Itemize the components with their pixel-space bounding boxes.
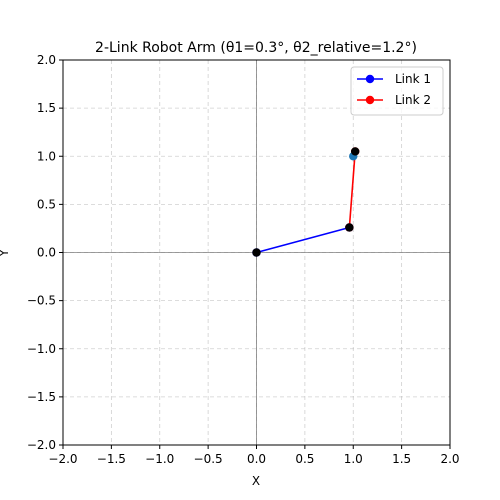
y-tick-label: −0.5 [27, 294, 56, 308]
y-tick-label: −1.5 [27, 390, 56, 404]
y-tick-label: 0.5 [37, 197, 56, 211]
x-axis-label: X [252, 474, 260, 488]
joint-point [351, 147, 359, 155]
points [252, 147, 359, 256]
series-line [257, 227, 350, 252]
y-axis-label: Y [0, 249, 11, 258]
y-tick-label: 1.0 [37, 149, 56, 163]
legend-label: Link 1 [395, 72, 431, 86]
x-tick-label: 1.5 [392, 452, 411, 466]
y-tick-label: −1.0 [27, 342, 56, 356]
x-tick-label: 2.0 [440, 452, 459, 466]
x-tick-label: −2.0 [48, 452, 77, 466]
joint-point [252, 248, 260, 256]
y-tick-label: 0.0 [37, 246, 56, 260]
joint-point [345, 223, 353, 231]
chart-title: 2-Link Robot Arm (θ1=0.3°, θ2_relative=1… [95, 40, 417, 56]
x-tick-label: 0.0 [247, 452, 266, 466]
x-tick-label: −1.0 [145, 452, 174, 466]
series-line [349, 151, 355, 227]
x-tick-label: −1.5 [97, 452, 126, 466]
y-tick-label: 2.0 [37, 53, 56, 67]
x-tick-label: 1.0 [344, 452, 363, 466]
x-tick-label: −0.5 [194, 452, 223, 466]
y-tick-label: 1.5 [37, 101, 56, 115]
x-tick-label: 0.5 [295, 452, 314, 466]
legend-label: Link 2 [395, 93, 431, 107]
legend-swatch-marker [366, 75, 374, 83]
y-tick-label: −2.0 [27, 438, 56, 452]
series [252, 147, 359, 256]
legend-swatch-marker [366, 96, 374, 104]
legend: Link 1 Link 2 [351, 67, 443, 115]
